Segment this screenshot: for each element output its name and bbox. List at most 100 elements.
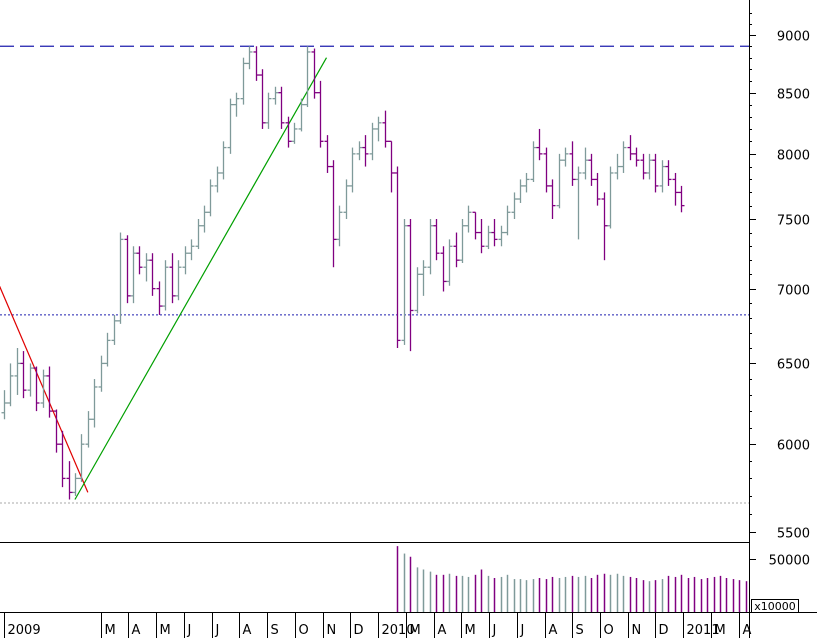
y-tick-label: 7000 <box>777 284 810 299</box>
x-tick-label: J <box>492 623 497 638</box>
ohlc-bar <box>311 48 318 99</box>
ohlc-bar <box>53 409 60 453</box>
ohlc-bar <box>530 141 537 183</box>
ohlc-bar <box>414 267 421 314</box>
x-tick-label: N <box>632 623 642 638</box>
ohlc-bar <box>169 253 176 304</box>
price-plot-area <box>0 45 749 504</box>
ohlc-bar <box>401 218 408 345</box>
ohlc-bar <box>40 369 47 408</box>
ohlc-bar <box>98 355 105 392</box>
ohlc-bar <box>407 218 414 352</box>
ohlc-bar <box>472 211 479 240</box>
ohlc-bar <box>220 141 227 180</box>
x-tick-label: J <box>520 623 525 638</box>
ohlc-bar <box>620 141 627 173</box>
ohlc-bar <box>562 147 569 167</box>
ohlc-bar <box>162 260 169 311</box>
ohlc-bar <box>149 253 156 296</box>
y-tick-label: 7500 <box>777 214 810 229</box>
ohlc-bar <box>594 172 601 206</box>
ohlc-bar <box>420 260 427 296</box>
ohlc-bar <box>111 314 118 345</box>
ohlc-bar <box>440 246 447 292</box>
ohlc-bar <box>175 260 182 301</box>
ohlc-bar <box>195 218 202 250</box>
ohlc-bar <box>253 46 260 81</box>
ohlc-bar <box>427 218 434 275</box>
uptrend-line <box>74 57 328 500</box>
ohlc-bar <box>285 116 292 148</box>
ohlc-bar <box>627 135 634 161</box>
ohlc-bar <box>130 246 137 304</box>
ohlc-bar <box>317 80 324 148</box>
ohlc-bar <box>394 166 401 349</box>
y-tick-label: 8000 <box>777 149 810 164</box>
ohlc-bar <box>291 122 298 144</box>
ohlc-bar <box>233 92 240 117</box>
ohlc-bar <box>33 366 40 412</box>
ohlc-bar <box>259 69 266 129</box>
ohlc-bar <box>665 160 672 186</box>
x-tick-label: A <box>549 623 558 638</box>
volume-tick-label: 50000 <box>769 554 810 569</box>
x-tick-label: 2009 <box>8 623 41 638</box>
y-tick-label: 5500 <box>777 527 810 542</box>
ohlc-bar <box>246 46 253 70</box>
ohlc-bar <box>575 166 582 240</box>
ohlc-bar <box>14 348 21 395</box>
ohlc-bar <box>556 153 563 209</box>
x-tick-label: S <box>576 623 584 638</box>
ohlc-bar <box>143 253 150 282</box>
x-tick-label: J <box>187 623 192 638</box>
ohlc-bar <box>446 239 453 286</box>
x-tick-label: D <box>354 623 364 638</box>
price-y-axis: 5500 6000 6500 7000 7500 8000 8500 9000 <box>749 13 810 542</box>
ohlc-bar <box>453 232 460 268</box>
ohlc-bar <box>504 205 511 236</box>
x-tick-label: A <box>438 623 447 638</box>
ohlc-bar <box>465 205 472 233</box>
ohlc-bar <box>117 232 124 324</box>
ohlc-bar <box>517 179 524 203</box>
ohlc-bar <box>91 379 98 428</box>
ohlc-bar <box>278 86 285 129</box>
ohlc-bar <box>672 172 679 206</box>
downtrend-line <box>0 285 89 493</box>
ohlc-bar <box>646 153 653 180</box>
ohlc-bar <box>156 281 163 315</box>
volume-y-axis: 50000 x10000 <box>749 554 810 613</box>
ohlc-bar <box>478 218 485 254</box>
ohlc-bar <box>324 135 331 173</box>
y-tick-label: 6500 <box>777 358 810 373</box>
ohlc-bar <box>362 135 369 167</box>
ohlc-bar <box>652 153 659 193</box>
ohlc-bar <box>272 86 279 105</box>
ohlc-bar <box>607 166 614 229</box>
ohlc-bar <box>549 179 556 219</box>
x-tick-label: D <box>659 623 669 638</box>
ohlc-bar <box>265 92 272 129</box>
ohlc-bar <box>678 185 685 213</box>
ohlc-bar <box>227 98 234 154</box>
ohlc-bar <box>207 179 214 217</box>
ohlc-bar <box>582 147 589 180</box>
x-tick-label: M <box>105 623 116 638</box>
ohlc-bar <box>298 98 305 132</box>
ohlc-bar <box>46 366 53 418</box>
ohlc-bar <box>59 430 66 488</box>
x-tick-label: M <box>160 623 171 638</box>
ohlc-bar <box>498 225 505 247</box>
ohlc-bar <box>523 172 530 193</box>
x-tick-label: N <box>327 623 337 638</box>
volume-plot-area <box>396 546 748 612</box>
x-tick-label: O <box>604 623 614 638</box>
ohlc-bar <box>375 116 382 142</box>
x-tick-label: M <box>410 623 421 638</box>
ohlc-bar <box>601 192 608 261</box>
ohlc-bar <box>659 160 666 193</box>
y-tick-label: 6000 <box>777 439 810 454</box>
